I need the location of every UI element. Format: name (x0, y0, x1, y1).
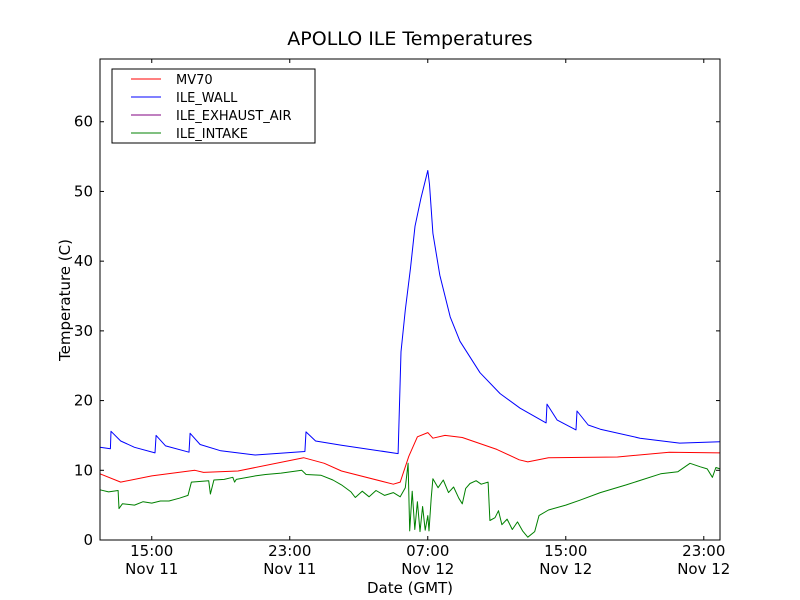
x-tick-label-date: Nov 12 (401, 560, 454, 578)
legend-label: ILE_EXHAUST_AIR (176, 109, 292, 124)
x-axis-label: Date (GMT) (367, 579, 453, 597)
y-tick-label: 60 (74, 113, 93, 131)
x-tick-label-date: Nov 11 (125, 560, 178, 578)
series-line-mv70 (99, 432, 721, 485)
x-tick-label-time: 15:00 (544, 542, 587, 560)
x-tick-label-date: Nov 12 (677, 560, 730, 578)
legend-box (111, 68, 316, 144)
series-line-ile-wall (99, 170, 721, 456)
x-tick-label-time: 07:00 (406, 542, 449, 560)
y-axis-label: Temperature (C) (56, 239, 74, 362)
chart-title: APOLLO ILE Temperatures (287, 28, 532, 50)
y-tick-label: 30 (74, 322, 93, 340)
x-tick-label-date: Nov 11 (263, 560, 316, 578)
x-tick-label-time: 23:00 (682, 542, 725, 560)
y-tick-label: 20 (74, 392, 93, 410)
y-tick-label: 50 (74, 182, 93, 200)
y-tick-label: 10 (74, 461, 93, 479)
legend-label: ILE_INTAKE (176, 127, 248, 142)
series-line-ile-intake (99, 462, 721, 538)
x-tick-label-time: 23:00 (268, 542, 311, 560)
legend-label: MV70 (176, 73, 213, 88)
legend: MV70 ILE_WALL ILE_EXHAUST_AIR ILE_INTAKE (111, 68, 316, 144)
x-tick-label-date: Nov 12 (539, 560, 592, 578)
legend-label: ILE_WALL (176, 91, 238, 106)
y-tick-label: 0 (83, 531, 93, 549)
x-tick-label-time: 15:00 (130, 542, 173, 560)
plot-frame (99, 58, 721, 541)
series-layer (99, 170, 721, 538)
y-tick-label: 40 (74, 252, 93, 270)
